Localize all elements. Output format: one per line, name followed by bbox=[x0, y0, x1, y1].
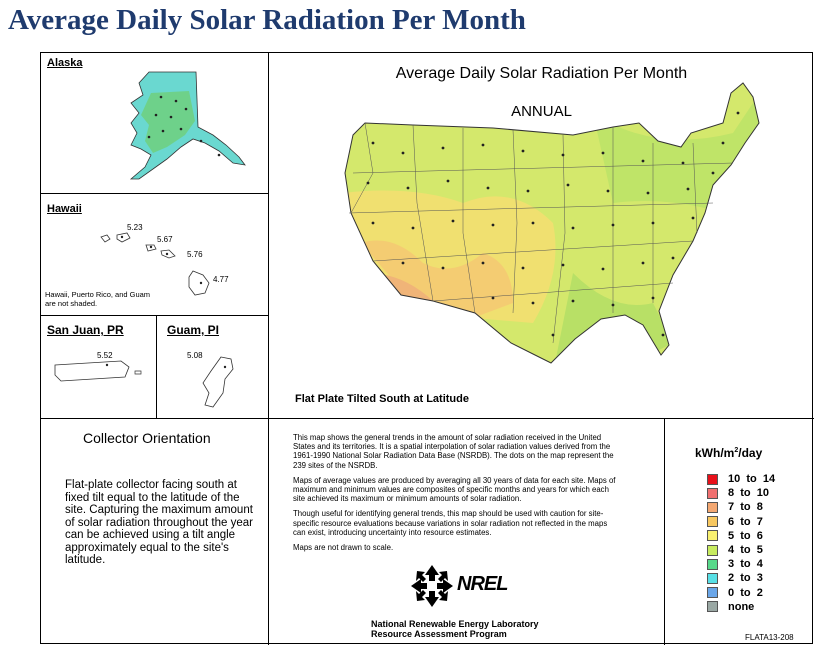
description-paragraph: Maps are not drawn to scale. bbox=[293, 543, 394, 553]
divider bbox=[268, 418, 269, 645]
map-title: Average Daily Solar Radiation Per Month bbox=[395, 65, 688, 82]
legend-item: 7 to 8 bbox=[707, 501, 788, 513]
legend-range: 2 to 3 bbox=[728, 572, 763, 585]
map-poster: Alaska Hawaii 5.23 5.67 5.76 4.77 Hawaii… bbox=[40, 52, 814, 645]
legend-swatch bbox=[707, 487, 718, 499]
nrel-logo-icon bbox=[411, 565, 453, 607]
legend-title: kWh/m2/day bbox=[695, 446, 763, 460]
map-subtitle: ANNUAL bbox=[511, 103, 572, 120]
us-solar-map bbox=[344, 82, 760, 364]
legend-item: 10 to 14 bbox=[707, 473, 788, 485]
divider bbox=[41, 418, 814, 419]
legend-swatch bbox=[707, 530, 718, 542]
san-juan-map bbox=[54, 360, 142, 382]
legend-item: 4 to 5 bbox=[707, 544, 788, 556]
legend-range: 6 to 7 bbox=[728, 515, 763, 528]
legend-range: 3 to 4 bbox=[728, 558, 763, 571]
legend-swatch bbox=[707, 572, 718, 584]
san-juan-value: 5.52 bbox=[97, 351, 113, 360]
legend-item: 5 to 6 bbox=[707, 530, 788, 542]
divider bbox=[41, 315, 268, 316]
hawaii-map bbox=[100, 232, 210, 296]
legend-range: 10 to 14 bbox=[728, 473, 776, 485]
divider bbox=[664, 418, 665, 645]
figure-id: FLATA13-208 bbox=[745, 633, 794, 642]
legend-range: 7 to 8 bbox=[728, 501, 763, 514]
legend-swatch bbox=[707, 601, 718, 613]
nrel-name-line: Resource Assessment Program bbox=[371, 629, 507, 639]
guam-value: 5.08 bbox=[187, 351, 203, 360]
san-juan-label: San Juan, PR bbox=[47, 323, 124, 337]
divider bbox=[41, 193, 268, 194]
nrel-name-line: National Renewable Energy Laboratory bbox=[371, 619, 539, 629]
hawaii-value: 5.23 bbox=[127, 223, 143, 232]
nrel-name: National Renewable Energy Laboratory Res… bbox=[371, 619, 539, 639]
legend-item: 6 to 7 bbox=[707, 516, 788, 528]
hawaii-value: 4.77 bbox=[213, 275, 229, 284]
legend-range: none bbox=[728, 600, 755, 613]
legend-range: 5 to 6 bbox=[728, 529, 763, 542]
hawaii-note: Hawaii, Puerto Rico, and Guam are not sh… bbox=[45, 290, 151, 308]
description-paragraph: Maps of average values are produced by a… bbox=[293, 475, 616, 504]
guam-map bbox=[202, 356, 234, 408]
divider bbox=[156, 315, 157, 419]
legend-swatch bbox=[707, 501, 718, 513]
legend-item: 3 to 4 bbox=[707, 558, 788, 570]
divider bbox=[268, 53, 269, 419]
description-paragraph: This map shows the general trends in the… bbox=[293, 433, 614, 470]
description-paragraph: Though useful for identifying general tr… bbox=[293, 509, 608, 537]
collector-text: Flat-plate collector facing south at fix… bbox=[65, 479, 253, 566]
legend-swatch bbox=[707, 516, 718, 528]
legend-item: 0 to 2 bbox=[707, 587, 788, 599]
legend-swatch bbox=[707, 587, 718, 599]
legend-swatch bbox=[707, 473, 718, 485]
slide-title: Average Daily Solar Radiation Per Month bbox=[8, 4, 526, 36]
alaska-map bbox=[129, 71, 246, 180]
legend-item: 8 to 10 bbox=[707, 487, 788, 499]
legend-item: none bbox=[707, 601, 788, 613]
guam-label: Guam, PI bbox=[167, 323, 220, 337]
hawaii-value: 5.67 bbox=[157, 235, 173, 244]
legend-swatch bbox=[707, 544, 718, 556]
legend-swatch bbox=[707, 558, 718, 570]
collector-title: Collector Orientation bbox=[83, 430, 211, 446]
legend-range: 8 to 10 bbox=[728, 487, 769, 500]
nrel-logo-text: NREL bbox=[457, 573, 508, 595]
hawaii-value: 5.76 bbox=[187, 250, 203, 259]
hawaii-label: Hawaii bbox=[47, 203, 82, 215]
map-caption: Flat Plate Tilted South at Latitude bbox=[295, 393, 469, 405]
legend-item: 2 to 3 bbox=[707, 572, 788, 584]
map-description: This map shows the general trends in the… bbox=[293, 433, 621, 558]
legend-range: 0 to 2 bbox=[728, 586, 763, 599]
legend-range: 4 to 5 bbox=[728, 544, 763, 556]
alaska-label: Alaska bbox=[47, 57, 83, 69]
